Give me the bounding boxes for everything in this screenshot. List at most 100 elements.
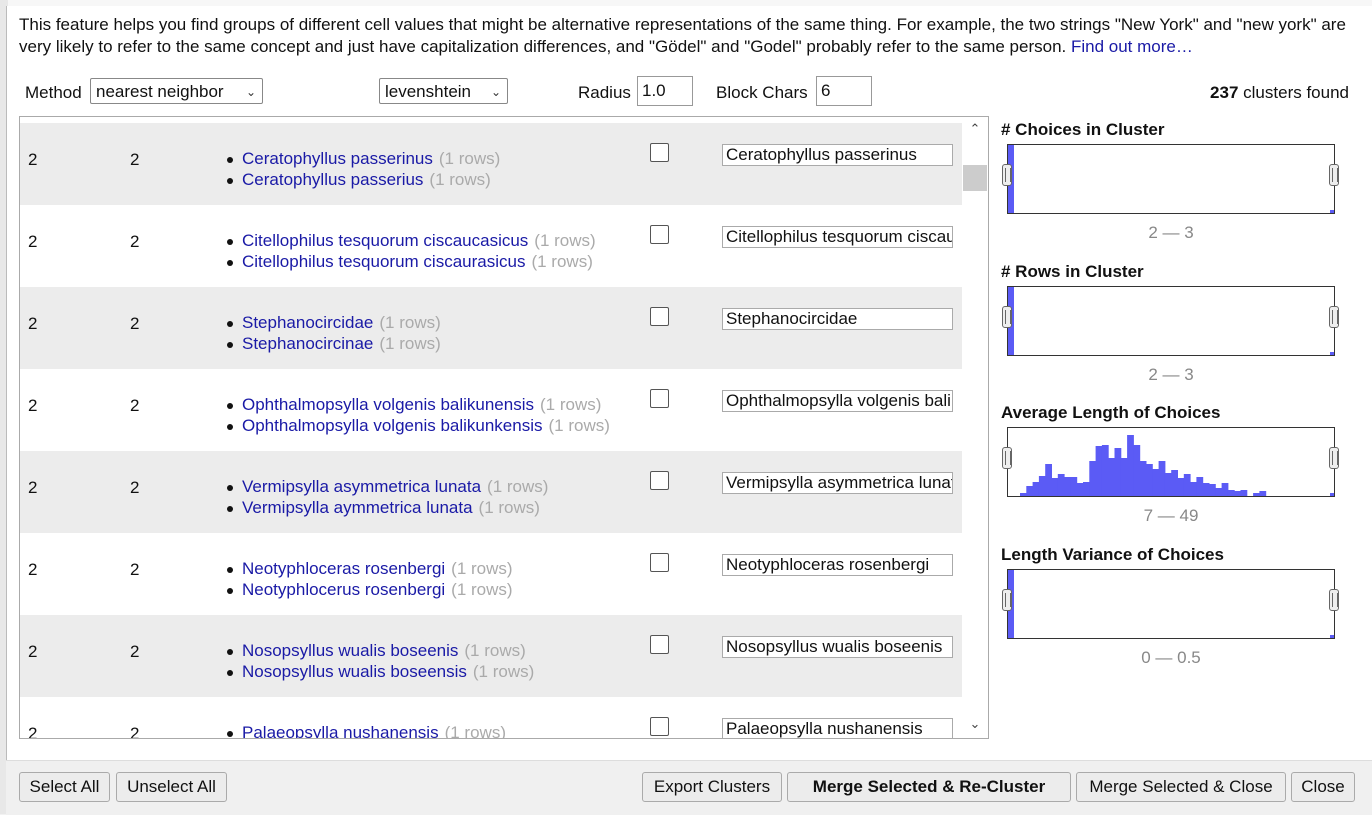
choice-value-link[interactable]: Citellophilus tesquorum ciscaucasicus bbox=[242, 231, 529, 250]
distance-function-select[interactable]: levenshtein ⌄ bbox=[379, 78, 508, 104]
radius-input[interactable]: 1.0 bbox=[637, 76, 693, 106]
cluster-choice: Stephanocircidae (1 rows) bbox=[224, 312, 441, 333]
choice-value-link[interactable]: Vermipsylla asymmetrica lunata bbox=[242, 477, 482, 496]
cluster-choices-list: Palaeopsylla nushanensis (1 rows) bbox=[224, 722, 506, 739]
cluster-row: 2 2 Citellophilus tesquorum ciscaucasicu… bbox=[20, 205, 962, 287]
new-cell-value-input[interactable]: Ophthalmopsylla volgenis balikunensis bbox=[722, 390, 953, 412]
histogram-bar bbox=[1152, 469, 1160, 496]
method-label: Method bbox=[25, 83, 82, 102]
facet-range: 7 — 49 bbox=[1143, 506, 1199, 525]
export-clusters-button[interactable]: Export Clusters bbox=[642, 772, 782, 802]
choice-value-link[interactable]: Ophthalmopsylla volgenis balikunensis bbox=[242, 395, 534, 414]
choice-value-link[interactable]: Nosopsyllus wualis boseenis bbox=[242, 641, 459, 660]
cluster-size: 2 bbox=[28, 150, 38, 169]
new-cell-value-input[interactable]: Palaeopsylla nushanensis bbox=[722, 718, 953, 738]
merge-checkbox[interactable] bbox=[650, 389, 669, 408]
new-cell-value-input[interactable]: Neotyphloceras rosenbergi bbox=[722, 554, 953, 576]
find-out-more-link[interactable]: Find out more… bbox=[1070, 37, 1193, 56]
histogram-bar bbox=[1164, 473, 1172, 496]
range-handle-left[interactable] bbox=[1002, 306, 1012, 328]
facet-range: 0 — 0.5 bbox=[1141, 648, 1201, 667]
cluster-row-count: 2 bbox=[130, 396, 140, 415]
choice-value-link[interactable]: Vermipsylla aymmetrica lunata bbox=[242, 498, 473, 517]
choice-row-count: (1 rows) bbox=[438, 149, 501, 168]
histogram-bar bbox=[1146, 464, 1153, 496]
new-cell-value-input[interactable]: Vermipsylla asymmetrica lunata bbox=[722, 472, 953, 494]
dialog-footer: Select All Unselect All Export Clusters … bbox=[6, 760, 1372, 815]
unselect-all-button[interactable]: Unselect All bbox=[116, 772, 227, 802]
close-button[interactable]: Close bbox=[1291, 772, 1355, 802]
histogram-bar bbox=[1253, 493, 1260, 496]
new-cell-value-input[interactable]: Ceratophyllus passerinus bbox=[722, 144, 953, 166]
facet-title: # Choices in Cluster bbox=[1001, 120, 1165, 139]
choice-row-count: (1 rows) bbox=[472, 662, 535, 681]
range-handle-right[interactable] bbox=[1329, 306, 1339, 328]
clusters-found-label: clusters found bbox=[1243, 83, 1349, 102]
scroll-up-icon[interactable]: ⌃ bbox=[969, 121, 981, 136]
histogram-chart[interactable] bbox=[1007, 144, 1335, 214]
histogram-bar bbox=[1070, 477, 1078, 496]
choice-row-count: (1 rows) bbox=[531, 252, 593, 271]
histogram-bar bbox=[1120, 458, 1128, 496]
merge-checkbox[interactable] bbox=[650, 717, 669, 736]
choice-value-link[interactable]: Stephanocircidae bbox=[242, 313, 374, 332]
cluster-size: 2 bbox=[28, 232, 38, 251]
choice-value-link[interactable]: Nosopsyllus wualis boseensis bbox=[242, 662, 467, 681]
merge-checkbox[interactable] bbox=[650, 143, 669, 162]
choice-value-link[interactable]: Ceratophyllus passerius bbox=[242, 170, 424, 189]
choice-row-count: (1 rows) bbox=[444, 723, 506, 739]
facet-title: Length Variance of Choices bbox=[1001, 545, 1224, 564]
cluster-choices-list: Citellophilus tesquorum ciscaucasicus (1 … bbox=[224, 230, 596, 272]
new-cell-value-input[interactable]: Nosopsyllus wualis boseenis bbox=[722, 636, 953, 658]
choice-value-link[interactable]: Stephanocircinae bbox=[242, 334, 374, 353]
new-cell-value-input[interactable]: Stephanocircidae bbox=[722, 308, 953, 330]
merge-checkbox[interactable] bbox=[650, 225, 669, 244]
cluster-controls: Method nearest neighbor ⌄ levenshtein ⌄ … bbox=[19, 76, 1349, 108]
block-chars-input[interactable]: 6 bbox=[816, 76, 872, 106]
choice-row-count: (1 rows) bbox=[548, 416, 610, 435]
cluster-choice: Nosopsyllus wualis boseensis (1 rows) bbox=[224, 661, 534, 682]
choice-value-link[interactable]: Ophthalmopsylla volgenis balikunkensis bbox=[242, 416, 543, 435]
cluster-size: 2 bbox=[28, 478, 38, 497]
range-handle-right[interactable] bbox=[1329, 589, 1339, 611]
merge-checkbox[interactable] bbox=[650, 471, 669, 490]
method-select[interactable]: nearest neighbor ⌄ bbox=[90, 78, 263, 104]
histogram-bar bbox=[1095, 446, 1103, 496]
histogram-bar bbox=[1089, 461, 1097, 496]
merge-checkbox[interactable] bbox=[650, 553, 669, 572]
choice-value-link[interactable]: Citellophilus tesquorum ciscaurasicus bbox=[242, 252, 526, 271]
scroll-down-icon[interactable]: ⌄ bbox=[969, 716, 981, 731]
merge-checkbox[interactable] bbox=[650, 635, 669, 654]
cluster-size: 2 bbox=[28, 396, 38, 415]
choice-value-link[interactable]: Neotyphloceras rosenbergi bbox=[242, 559, 446, 578]
merge-checkbox[interactable] bbox=[650, 307, 669, 326]
choice-value-link[interactable]: Palaeopsylla nushanensis bbox=[242, 723, 439, 739]
select-all-button[interactable]: Select All bbox=[19, 772, 110, 802]
histogram-bar bbox=[1202, 483, 1210, 496]
clusters-table: 2 2 Ceratophyllus passerinus (1 rows) Cer… bbox=[19, 116, 989, 739]
histogram-chart[interactable] bbox=[1007, 286, 1335, 356]
range-handle-left[interactable] bbox=[1002, 589, 1012, 611]
merge-recluster-button[interactable]: Merge Selected & Re-Cluster bbox=[787, 772, 1071, 802]
histogram-bar bbox=[1330, 635, 1334, 638]
cluster-choice: Ophthalmopsylla volgenis balikunkensis (1… bbox=[224, 415, 610, 436]
new-cell-value-input[interactable]: Citellophilus tesquorum ciscaucasicus bbox=[722, 226, 953, 248]
range-handle-right[interactable] bbox=[1329, 447, 1339, 469]
table-scrollbar[interactable]: ⌃ ⌄ bbox=[962, 117, 988, 738]
background-edge bbox=[0, 0, 8, 814]
range-handle-right[interactable] bbox=[1329, 164, 1339, 186]
merge-close-button[interactable]: Merge Selected & Close bbox=[1076, 772, 1286, 802]
histogram-chart[interactable] bbox=[1007, 427, 1335, 497]
histogram-bar bbox=[1330, 210, 1334, 213]
cluster-choice: Neotyphlocerus rosenbergi (1 rows) bbox=[224, 579, 513, 600]
choice-value-link[interactable]: Neotyphlocerus rosenbergi bbox=[242, 580, 446, 599]
cluster-choice: Palaeopsylla nushanensis (1 rows) bbox=[224, 722, 506, 739]
histogram-chart[interactable] bbox=[1007, 569, 1335, 639]
facet-range: 2 — 3 bbox=[1148, 365, 1194, 384]
range-handle-left[interactable] bbox=[1002, 447, 1012, 469]
cluster-choice: Citellophilus tesquorum ciscaucasicus (1 … bbox=[224, 230, 596, 251]
scrollbar-thumb[interactable] bbox=[963, 165, 987, 191]
range-handle-left[interactable] bbox=[1002, 164, 1012, 186]
choice-value-link[interactable]: Ceratophyllus passerinus bbox=[242, 149, 433, 168]
histogram-bar bbox=[1114, 448, 1122, 496]
